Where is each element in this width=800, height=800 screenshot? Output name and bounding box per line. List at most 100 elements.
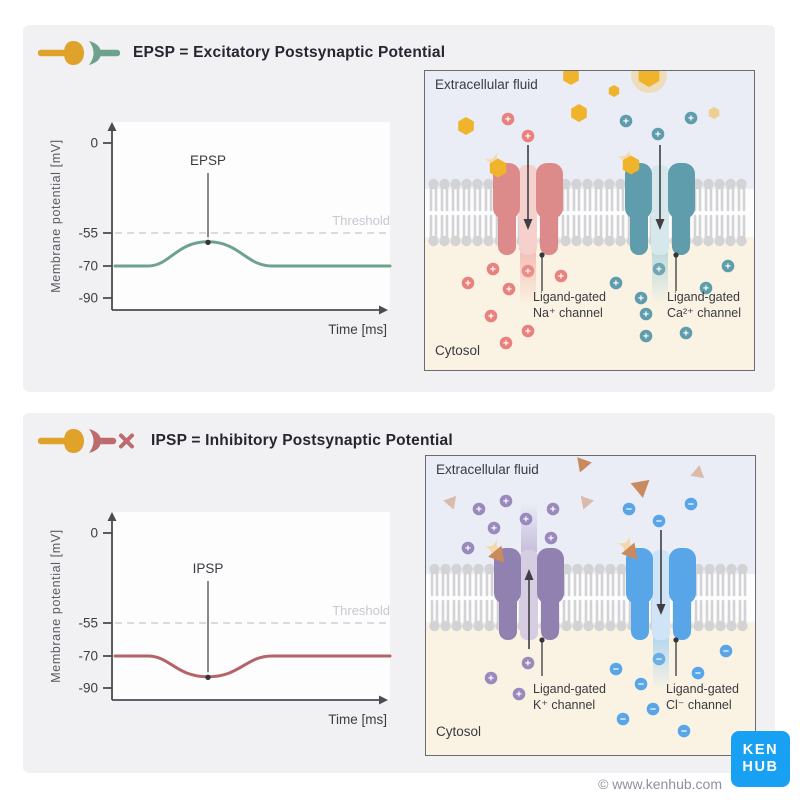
svg-text:−: − [638,679,644,691]
svg-text:+: + [503,496,509,508]
svg-text:+: + [688,113,694,125]
svg-text:+: + [491,523,497,535]
ion: + [472,502,486,516]
epsp-panel: EPSP = Excitatory Postsynaptic Potential… [23,25,775,392]
svg-text:+: + [503,338,509,350]
svg-text:Time [ms]: Time [ms] [328,322,387,337]
svg-text:+: + [506,284,512,296]
epsp-panel-header: EPSP = Excitatory Postsynaptic Potential [38,38,445,68]
ion: + [699,281,713,295]
neurotransmitter-hexagon [708,107,720,119]
svg-text:+: + [613,278,619,290]
ligand-gated-na-channel-label: Ligand-gated Na⁺ channel [533,290,606,321]
ligand-gated-ca-channel-label: Ligand-gated Ca²⁺ channel [667,290,741,321]
extracellular-fluid-label: Extracellular fluid [436,462,539,477]
ion: − [646,702,660,716]
neurotransmitter-hexagon [458,117,474,135]
neurotransmitter-triangle [577,457,592,473]
ion: + [619,114,633,128]
ion: − [652,652,666,666]
ion: + [546,502,560,516]
ipsp-membrane-potential-graph: Threshold IPSP 0 -55 -70 -90 Time [ms] Membrane… [40,500,395,735]
svg-text:+: + [525,326,531,338]
neurotransmitter-hexagon [638,71,660,87]
cytosol-label: Cytosol [436,724,482,739]
neurotransmitter-triangle [630,479,650,498]
ion: − [677,724,691,738]
kenhub-logo-line2: HUB [742,759,779,775]
svg-text:−: − [613,664,619,676]
ion: + [554,269,568,283]
svg-text:-55: -55 [78,226,98,241]
ion: + [634,291,648,305]
svg-text:−: − [681,726,687,738]
ion: + [519,512,533,526]
neurotransmitter-hexagon-bound [622,155,640,175]
ion: + [679,326,693,340]
svg-text:+: + [523,514,529,526]
k-channel [494,548,564,640]
ion: − [684,497,698,511]
cytosol-label: Cytosol [435,343,481,358]
svg-text:−: − [688,499,694,511]
ion: + [512,687,526,701]
neurotransmitter-triangle [690,465,705,479]
epsp-membrane-diagram: + + + + + + + + + + + + + + + + + + + + + Extracellular flui… [424,70,755,371]
ipsp-title: IPSP = Inhibitory Postsynaptic Potential [151,432,453,449]
svg-text:+: + [725,261,731,273]
ion: − [616,712,630,726]
svg-text:+: + [623,116,629,128]
svg-text:+: + [525,658,531,670]
svg-text:−: − [656,654,662,666]
svg-text:+: + [655,129,661,141]
svg-text:+: + [550,504,556,516]
ipsp-panel: IPSP = Inhibitory Postsynaptic Potential… [23,413,775,773]
svg-text:+: + [643,331,649,343]
ion: − [634,677,648,691]
ion: + [521,129,535,143]
svg-text:Membrane potential [mV]: Membrane potential [mV] [49,139,63,292]
svg-text:+: + [465,543,471,555]
ion: − [652,514,666,528]
svg-text:−: − [723,646,729,658]
ipsp-membrane-scene: + + + + + + + + + + − − − − − − − − − − − [426,456,755,755]
na-channel [493,163,563,255]
svg-text:0: 0 [90,136,98,151]
neurotransmitter-triangle-bound [488,545,505,563]
kenhub-logo: KEN HUB [731,731,790,787]
svg-text:+: + [488,673,494,685]
ion: − [622,502,636,516]
svg-text:+: + [490,264,496,276]
svg-text:-90: -90 [78,291,98,306]
ion: + [609,276,623,290]
svg-text:+: + [683,328,689,340]
ion: − [609,662,623,676]
neurotransmitter-triangle [443,495,457,510]
ion: + [461,541,475,555]
neurotransmitter-hexagon [571,104,587,122]
svg-text:+: + [516,689,522,701]
ion: + [499,494,513,508]
ion: + [521,324,535,338]
ipsp-panel-header: IPSP = Inhibitory Postsynaptic Potential [38,426,453,456]
svg-text:−: − [650,704,656,716]
ion: + [651,127,665,141]
svg-text:+: + [558,271,564,283]
svg-text:+: + [548,533,554,545]
svg-text:+: + [525,131,531,143]
svg-text:-90: -90 [78,681,98,696]
kenhub-logo-line1: KEN [742,741,779,758]
ion: + [487,521,501,535]
svg-text:Threshold: Threshold [332,213,390,228]
svg-text:+: + [643,309,649,321]
blocked-x-icon [119,433,134,449]
ion: + [544,531,558,545]
epsp-membrane-potential-graph: Threshold EPSP 0 -55 -70 -90 Time [ms] Membrane… [40,110,395,345]
svg-text:-70: -70 [78,649,98,664]
ligand-gated-cl-channel-label: Ligand-gated Cl⁻ channel [666,682,739,713]
ion: + [721,259,735,273]
ion: + [502,282,516,296]
ion: + [521,656,535,670]
ion: + [652,262,666,276]
inhibitory-synapse-icon [38,429,134,453]
